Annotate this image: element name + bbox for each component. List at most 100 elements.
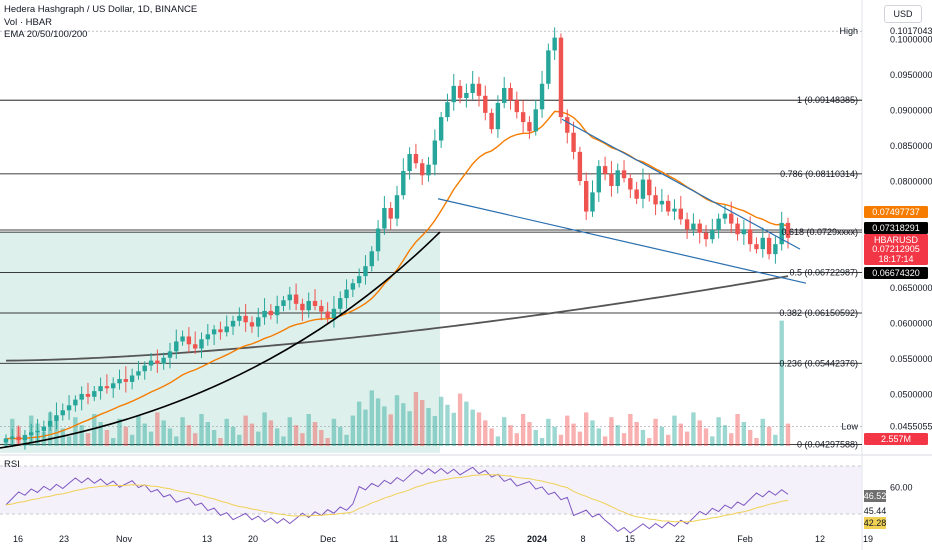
fib-label: 1 (0.09148385) [797,95,858,105]
candle-body [249,322,255,327]
volume-bar [735,414,740,446]
volume-bar [262,412,267,446]
price-badge [864,243,928,255]
volume-bar [691,412,696,446]
candle-body [161,357,166,364]
candle-body [262,310,267,318]
volume-bar [722,425,728,446]
high-value: 0.10170439 [890,26,932,36]
volume-bar [558,434,564,446]
volume-bar [92,414,97,446]
candle-body [60,410,65,416]
candle-body [665,200,671,212]
candle-body [602,166,608,174]
volume-bar [243,415,248,446]
candle-body [741,229,747,235]
volume-bar [615,425,620,446]
candle-body [66,405,72,411]
candle-body [502,88,507,103]
candle-body [319,305,324,312]
currency-button[interactable]: USD [884,5,922,23]
volume-bar [98,422,103,446]
volume-bar [293,425,299,446]
candle-body [729,213,734,224]
candle-body [375,228,381,252]
ema-indicator-label[interactable]: EMA 20/50/100/200 [4,29,88,40]
candle-body [35,430,40,433]
volume-bar [218,438,223,446]
candle-body [710,229,715,240]
time-tick-label: 2024 [527,534,547,544]
trendlines [0,118,807,449]
price-badge-text: 18:17:14 [878,254,913,264]
volume-bar [457,393,463,446]
volume-bar [539,438,545,446]
volume-bar [596,428,602,446]
candle-body [577,151,583,182]
candle-body [495,102,501,130]
rsi-indicator-label[interactable]: RSI [4,459,20,470]
volume-bar [123,426,129,446]
candle-body [104,386,110,389]
time-axis[interactable]: 16 23 Nov 13 20 Dec 11 18 25 2024 8 15 22 Feb 12 19 [13,534,873,544]
candle-body [596,166,602,193]
candle-body [243,315,248,323]
volume-bar [716,417,721,446]
candle-body [533,109,538,132]
volume-bar [256,431,261,446]
volume-bar [729,433,734,446]
candle-body [697,223,702,233]
candle-body [148,360,154,366]
time-tick-label: 12 [815,534,825,544]
candle-body [338,298,343,309]
candle-body [142,365,147,372]
volume-bar [445,404,450,446]
rsi-badge [864,505,886,517]
volume-bar [230,426,236,446]
rsi-tick-label: 60.00 [890,483,913,493]
candle-body [281,300,286,306]
candle-body [350,283,356,290]
candle-body [401,171,406,196]
candle-body [678,208,683,220]
volume-bar [697,420,702,446]
price-badge-text: 2.557M [881,434,911,444]
price-badge-text: 0.07212905 [872,244,920,254]
volume-bar [268,420,274,446]
fib-label: 0.382 (0.06150592) [779,308,858,318]
candle-body [287,294,292,301]
candle-body [199,339,204,349]
parabolic-curve [0,231,441,449]
volume-bar [79,425,84,446]
candle-body [754,244,759,250]
volume-bar [476,412,482,446]
volume-bar [684,431,690,446]
volume-bar [489,428,494,446]
candle-body [300,303,305,311]
time-tick-label: 15 [625,534,635,544]
volume-bar [602,436,608,446]
candle-body [407,154,412,172]
candle-body [520,112,526,123]
fib-label: 0.618 (0.0729xxxx) [781,227,858,237]
candle-body [722,213,728,219]
candle-body [312,300,318,306]
rsi-ma-line [5,473,789,523]
candle-body [483,95,488,113]
symbol-title[interactable]: Hedera Hashgraph / US Dollar, 1D, BINANC… [4,4,198,15]
volume-bar [451,412,456,446]
candle-body [621,170,627,179]
volume-bar [186,425,192,446]
volume-bar [495,436,501,446]
ema20-line [5,110,789,440]
volume-bar [508,425,513,446]
candle-body [489,112,494,130]
candle-body [117,379,122,384]
volume-bar [577,431,583,446]
volume-indicator-label[interactable]: Vol · HBAR [4,16,53,28]
volume-bar [583,412,589,446]
